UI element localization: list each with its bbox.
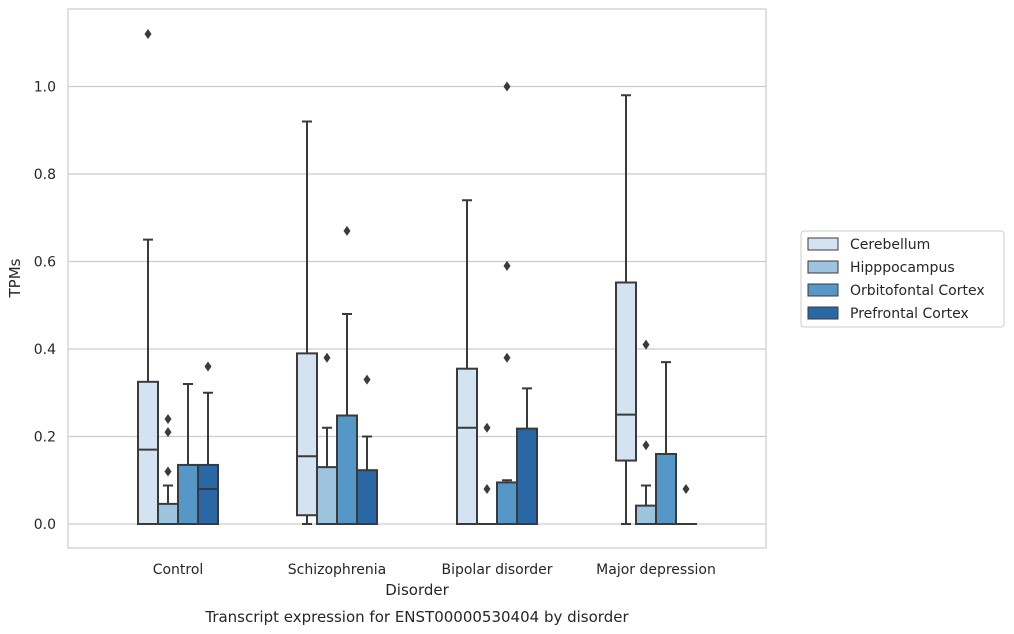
box-orbitofontal-cortex — [655, 361, 677, 525]
outlier-point — [363, 374, 371, 385]
outlier-point — [164, 427, 172, 438]
legend: Cerebellum Hipppocampus Orbitofontal Corte… — [800, 230, 1005, 328]
x-tick-labels: Control Schizophrenia Bipolar disorder Majo… — [153, 562, 716, 578]
outlier-point — [642, 440, 650, 451]
x-tick-label: Schizophrenia — [288, 562, 386, 578]
x-tick-label: Major depression — [596, 562, 716, 578]
box-prefrontal-cortex — [356, 374, 378, 525]
box-body — [316, 466, 338, 525]
plot-area — [67, 8, 767, 549]
box-body — [197, 463, 219, 525]
box-hipppocampus — [316, 352, 338, 525]
legend-items: Cerebellum Hipppocampus Orbitofontal Corte… — [807, 237, 985, 322]
outlier-point — [503, 81, 511, 92]
y-tick-labels: 0.0 0.2 0.4 0.6 0.8 1.0 — [34, 80, 56, 534]
legend-swatch — [807, 260, 839, 274]
box-body — [496, 481, 518, 525]
box-cerebellum — [137, 29, 159, 525]
box-cerebellum — [456, 199, 478, 525]
y-tick-label: 0.6 — [34, 255, 56, 271]
x-tick-label: Control — [153, 562, 204, 578]
box-body — [336, 414, 358, 525]
outlier-point — [204, 361, 212, 372]
outlier-point — [483, 484, 491, 494]
figure-caption: Transcript expression for ENST0000053040… — [204, 608, 629, 626]
legend-label: Cerebellum — [850, 237, 930, 253]
outlier-point — [144, 29, 152, 39]
y-tick-label: 0.0 — [34, 517, 56, 533]
outlier-point — [343, 225, 351, 236]
box-body — [456, 367, 478, 525]
y-tick-label: 0.4 — [34, 342, 56, 358]
box-body — [356, 469, 378, 525]
box-prefrontal-cortex — [675, 484, 697, 526]
legend-swatch — [807, 306, 839, 320]
x-tick-label: Bipolar disorder — [441, 562, 552, 578]
legend-label: Hipppocampus — [850, 260, 955, 276]
legend-swatch — [807, 283, 839, 297]
box-hipppocampus — [157, 414, 179, 525]
box-prefrontal-cortex — [197, 361, 219, 525]
box-body — [615, 281, 637, 462]
box-body — [157, 502, 179, 525]
box-cerebellum — [615, 94, 637, 525]
legend-swatch — [807, 237, 839, 251]
outlier-point — [164, 414, 172, 424]
box-cerebellum — [296, 120, 318, 525]
box-body — [137, 380, 159, 525]
outlier-point — [164, 466, 172, 477]
y-tick-label: 0.8 — [34, 167, 56, 183]
box-prefrontal-cortex — [516, 387, 538, 525]
box-body — [177, 463, 199, 525]
legend-frame — [800, 230, 1005, 328]
box-body — [516, 427, 538, 525]
y-tick-label: 0.2 — [34, 430, 56, 446]
y-tick-label: 1.0 — [34, 80, 56, 96]
outlier-point — [642, 339, 650, 350]
outlier-point — [682, 484, 690, 494]
outlier-point — [503, 352, 511, 363]
box-body — [655, 453, 677, 525]
box-body — [296, 352, 318, 517]
legend-label: Prefrontal Cortex — [850, 306, 969, 322]
y-axis-label: TPMs — [6, 258, 24, 298]
box-body — [635, 504, 657, 525]
box-groups — [137, 29, 697, 526]
outlier-point — [323, 352, 331, 363]
outlier-point — [483, 422, 491, 433]
x-axis-label: Disorder — [385, 581, 449, 599]
legend-label: Orbitofontal Cortex — [850, 283, 985, 299]
outlier-point — [503, 260, 511, 271]
